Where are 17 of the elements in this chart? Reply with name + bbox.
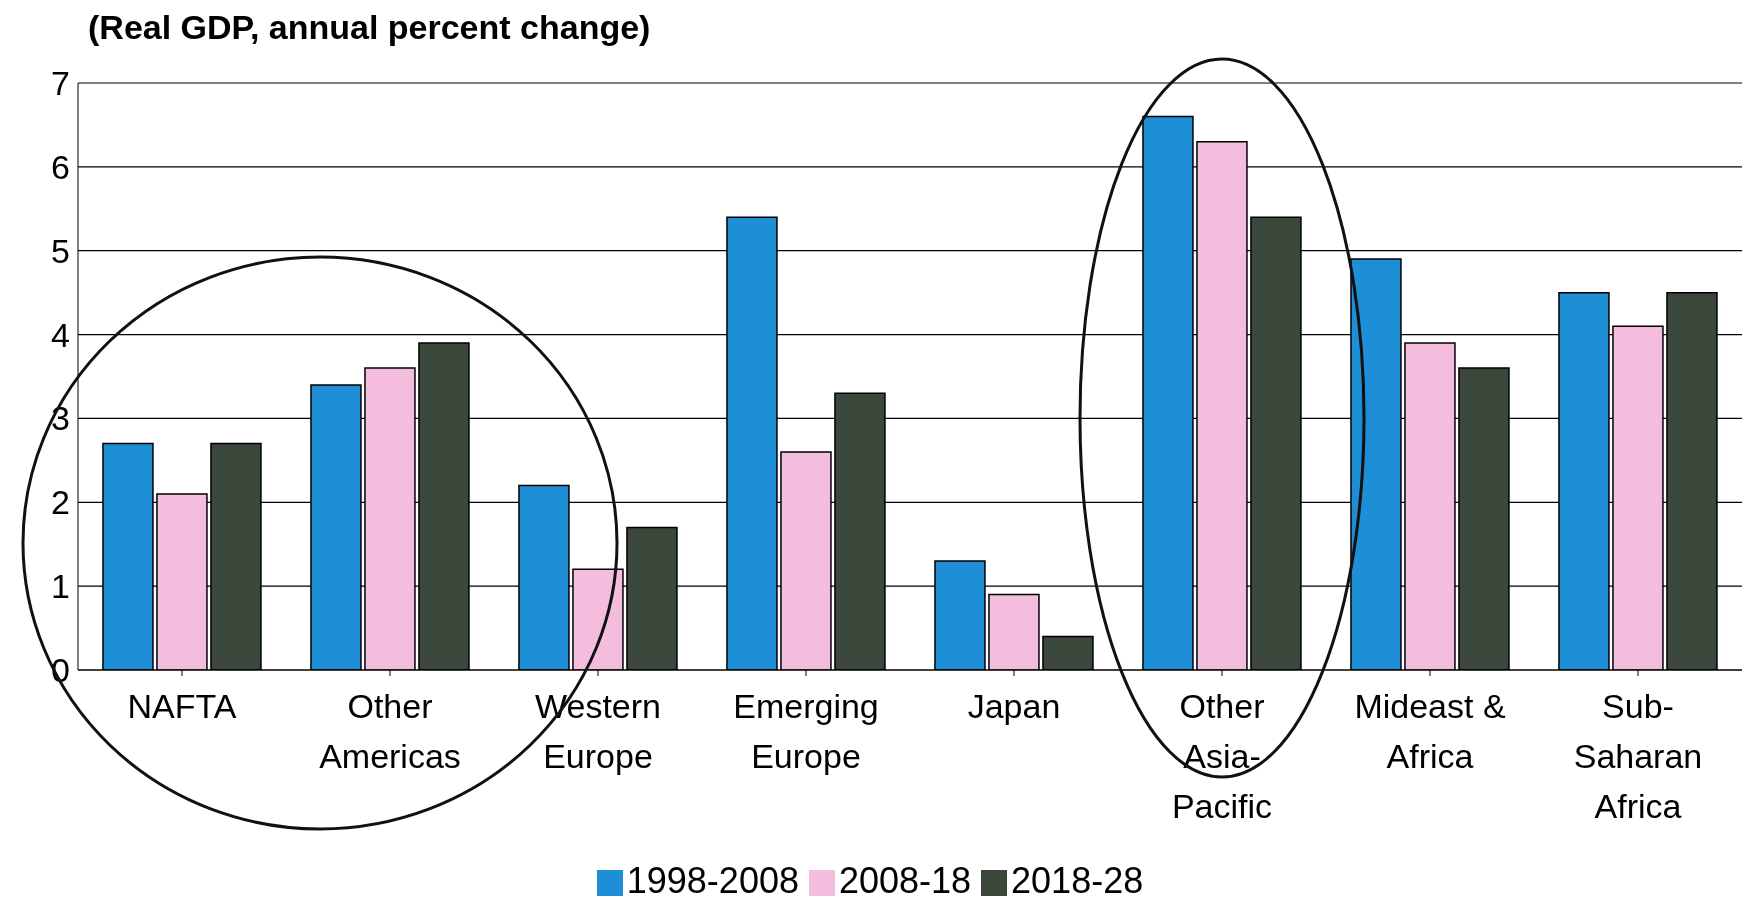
x-tick-label: Other Asia-Pacific — [1171, 687, 1273, 825]
legend-label: 2018-28 — [1011, 860, 1144, 901]
x-tick-label: NAFTA — [127, 687, 237, 725]
y-tick-label: 6 — [51, 147, 70, 186]
x-tick-label: Other Americas — [319, 687, 461, 775]
legend-label: 1998-2008 — [626, 860, 799, 901]
x-tick-label: Emerging Europe — [733, 687, 879, 775]
x-tick-label: Sub-Saharan Africa — [1573, 687, 1703, 825]
y-tick-label: 5 — [51, 231, 70, 270]
y-tick-label: 2 — [51, 483, 70, 522]
x-tick-label: Mideast & Africa — [1354, 687, 1506, 775]
chart-title: (Real GDP, annual percent change) — [88, 8, 651, 47]
y-tick-label: 4 — [51, 315, 70, 354]
y-tick-label: 1 — [51, 567, 70, 606]
legend-label: 2008-18 — [838, 860, 972, 901]
x-tick-label: Japan — [967, 687, 1061, 725]
y-tick-label: 7 — [51, 64, 70, 103]
